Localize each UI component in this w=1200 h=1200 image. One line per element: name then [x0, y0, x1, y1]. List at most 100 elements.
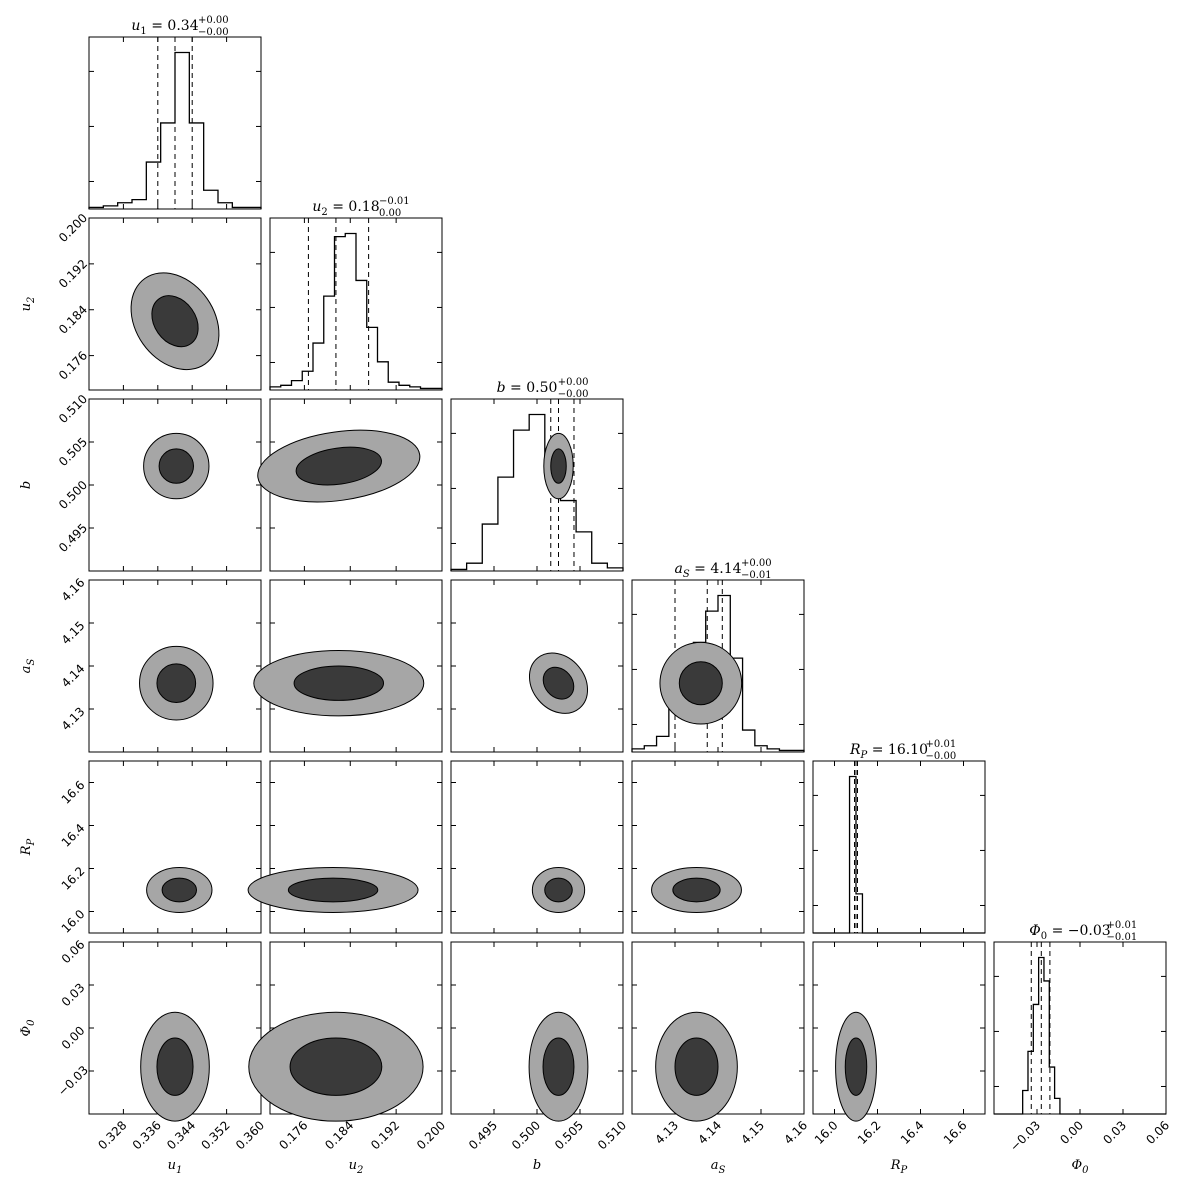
contour-inner-5-1: [289, 1037, 383, 1096]
title-plus-error-0: +0.00: [198, 15, 229, 26]
histogram-1: [269, 232, 443, 390]
x-tick-label: 16.0: [812, 1118, 841, 1147]
y-tick-label: 16.0: [59, 907, 88, 936]
panel-title-3: aS​ = 4.14: [674, 561, 741, 580]
panel-title-4: RP​ = 16.10: [849, 742, 928, 761]
x-axis-label-1: u2​: [349, 1158, 364, 1176]
contour-inner-4-1: [287, 877, 379, 903]
x-tick-label: 4.14: [695, 1118, 724, 1147]
y-tick-label: 0.06: [59, 938, 88, 967]
contour-inner-3-1: [293, 665, 385, 701]
histogram-2: [450, 413, 624, 571]
x-tick-label: 0.360: [233, 1118, 267, 1152]
x-axis-label-3: aS​: [711, 1158, 726, 1176]
x-tick-label: 4.13: [652, 1118, 681, 1147]
y-tick-label: 0.495: [56, 521, 90, 555]
title-minus-error-4: −0.00: [926, 751, 957, 762]
y-tick-label: 4.13: [59, 705, 88, 734]
x-tick-label: 4.16: [781, 1118, 810, 1147]
y-tick-label: 0.510: [56, 392, 90, 426]
panel-5-5: [993, 941, 1167, 1115]
contour-inner-5-4: [844, 1037, 868, 1096]
title-minus-error-1: 0.00: [379, 208, 401, 219]
title-minus-error-5: −0.01: [1107, 932, 1138, 943]
y-tick-label: 0.03: [59, 981, 88, 1010]
x-tick-label: −0.03: [1007, 1118, 1043, 1154]
panel-title-0: u1​ = 0.34: [131, 18, 198, 37]
title-minus-error-0: −0.00: [198, 27, 229, 38]
y-tick-label: 4.16: [59, 576, 88, 605]
y-tick-label: 4.14: [59, 662, 88, 691]
title-plus-error-2: +0.00: [558, 377, 589, 388]
y-axis-label-4: RP​: [19, 838, 37, 856]
x-tick-label: 0.510: [595, 1118, 629, 1152]
panel-frame: [812, 760, 986, 934]
x-tick-label: 16.6: [941, 1118, 970, 1147]
panel-frame: [450, 760, 624, 934]
contour-inner-4-2: [544, 877, 573, 903]
x-tick-label: 0.495: [466, 1118, 500, 1152]
contour-inner-5-0: [156, 1037, 194, 1096]
y-tick-label: 0.192: [56, 257, 90, 291]
y-tick-label: 0.500: [56, 478, 90, 512]
x-tick-label: 0.06: [1143, 1118, 1172, 1147]
contour-inner-3-0: [156, 663, 197, 704]
panel-4-4: [812, 760, 986, 934]
panel-frame: [450, 398, 624, 572]
y-axis-label-1: u2​: [19, 297, 37, 312]
x-tick-label: 0.344: [164, 1118, 198, 1152]
x-axis-label-4: RP​: [890, 1158, 908, 1176]
panel-frame: [993, 941, 1167, 1115]
y-axis-label-2: b: [19, 481, 34, 489]
panel-title-2: b = 0.50: [497, 380, 558, 396]
y-tick-label: 0.184: [56, 303, 90, 337]
x-tick-label: 0.184: [322, 1118, 356, 1152]
x-tick-label: 0.200: [414, 1118, 448, 1152]
contour-inner-1-0: [151, 295, 199, 348]
y-axis-label-5: Φ0​: [19, 1019, 37, 1037]
contour-inner-4-0: [161, 877, 198, 903]
panel-title-1: u2​ = 0.18: [312, 199, 379, 218]
x-tick-label: 0.176: [276, 1118, 310, 1152]
title-plus-error-4: +0.01: [926, 739, 957, 750]
panel-0-0: [88, 36, 262, 210]
y-tick-label: 16.2: [59, 864, 88, 893]
histogram-5: [994, 956, 1166, 1115]
panel-3-3: [631, 579, 805, 753]
y-tick-label: 0.00: [59, 1024, 88, 1053]
y-tick-label: −0.03: [55, 1063, 91, 1099]
x-tick-label: 0.352: [199, 1118, 233, 1152]
y-tick-label: 16.6: [59, 778, 88, 807]
contour-inner-3-2: [542, 666, 575, 700]
x-tick-label: 0.500: [509, 1118, 543, 1152]
x-tick-label: 0.00: [1057, 1118, 1086, 1147]
x-tick-label: 16.4: [898, 1118, 927, 1147]
x-axis-label-5: Φ0​: [1071, 1158, 1089, 1176]
panel-2-2: [450, 398, 624, 572]
x-tick-label: 4.15: [738, 1118, 767, 1147]
y-axis-label-3: aS​: [19, 659, 37, 674]
x-tick-label: 0.192: [368, 1118, 402, 1152]
panel-4-2: [450, 760, 624, 934]
x-tick-label: 0.505: [552, 1118, 586, 1152]
x-axis-label-2: b: [533, 1158, 541, 1173]
contour-inner-3-3: [678, 661, 723, 706]
title-minus-error-2: −0.00: [558, 389, 589, 400]
histogram-3: [631, 594, 805, 752]
x-axis-label-0: u1​: [168, 1158, 183, 1176]
x-tick-label: 16.2: [855, 1118, 884, 1147]
contour-inner-5-3: [674, 1037, 719, 1096]
title-plus-error-3: +0.00: [741, 558, 772, 569]
y-tick-label: 16.4: [59, 821, 88, 850]
contour-inner-2-1: [295, 446, 382, 486]
y-tick-label: 0.200: [56, 211, 90, 245]
y-tick-label: 0.505: [56, 435, 90, 469]
y-tick-label: 0.176: [56, 348, 90, 382]
title-minus-error-3: −0.01: [741, 570, 772, 581]
title-plus-error-1: −0.01: [379, 196, 410, 207]
contour-inner-2-0: [158, 448, 194, 484]
panel-title-5: Φ0​ = −0.03: [1029, 923, 1110, 942]
title-plus-error-5: +0.01: [1107, 920, 1138, 931]
x-tick-label: 0.336: [130, 1118, 164, 1152]
